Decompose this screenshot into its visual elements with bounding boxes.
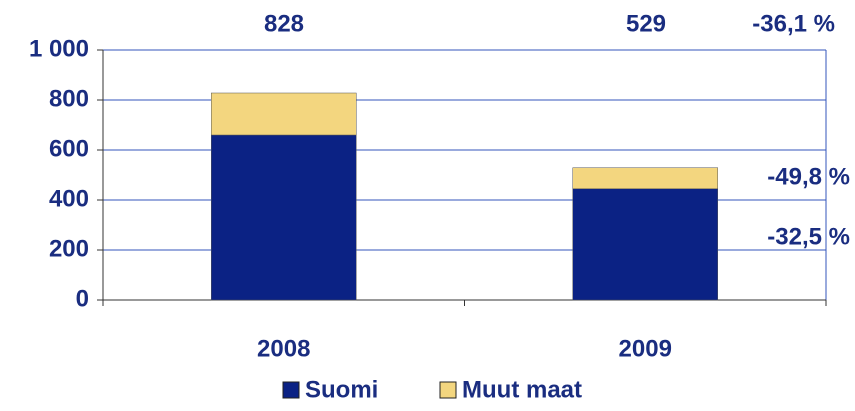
bar-segment — [211, 134, 357, 301]
bar-segment — [211, 92, 357, 136]
y-tick-label: 0 — [76, 285, 89, 312]
legend-swatch — [282, 381, 300, 399]
legend-label: Suomi — [305, 376, 378, 403]
bar-segment — [572, 167, 718, 189]
y-tick-label: 200 — [49, 235, 89, 262]
annotation: 828 — [264, 10, 304, 37]
legend-swatch — [439, 381, 457, 399]
x-tick-label: 2009 — [619, 335, 672, 362]
y-tick-label: 1 000 — [29, 35, 89, 62]
x-tick-label: 2008 — [257, 335, 310, 362]
bar-segment — [572, 188, 718, 301]
annotation: -49,8 % — [767, 163, 850, 190]
annotation: 529 — [626, 10, 666, 37]
y-tick-label: 800 — [49, 85, 89, 112]
annotation: -32,5 % — [767, 223, 850, 250]
y-tick-label: 600 — [49, 135, 89, 162]
annotation: -36,1 % — [752, 10, 835, 37]
legend-label: Muut maat — [462, 376, 582, 403]
y-tick-label: 400 — [49, 185, 89, 212]
